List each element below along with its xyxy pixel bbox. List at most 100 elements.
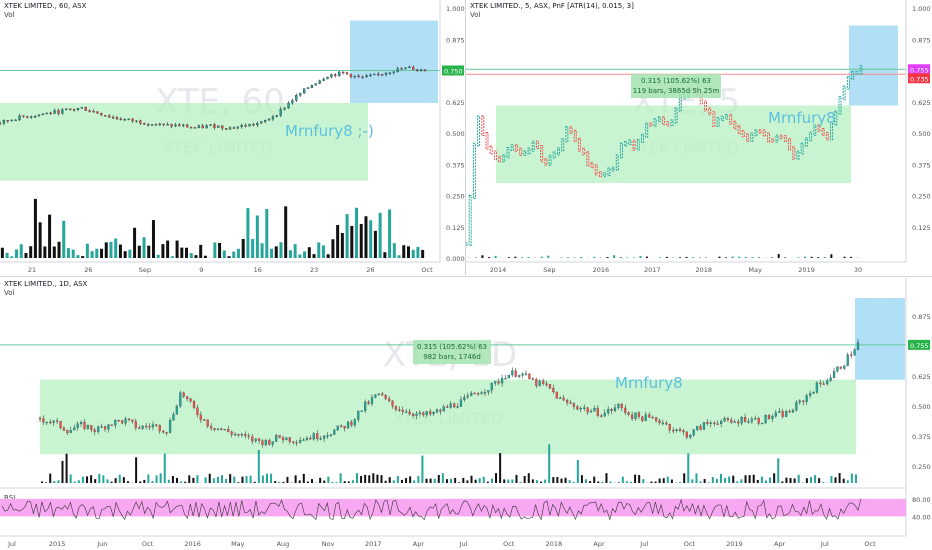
candle-body: [268, 440, 271, 445]
candle-body: [165, 432, 168, 434]
candle-body: [401, 409, 404, 412]
pnf-column: [506, 146, 510, 159]
volume-bar: [73, 481, 76, 483]
candle-body: [279, 109, 282, 116]
time-tick-label: Jul: [7, 540, 16, 548]
candle-body: [829, 377, 832, 381]
volume-bar: [685, 256, 688, 258]
candle-body: [627, 412, 630, 415]
candle-body: [360, 410, 363, 412]
volume-bar: [253, 481, 256, 483]
volume-bar: [246, 208, 250, 258]
candle-body: [172, 414, 175, 421]
candle-body: [747, 421, 750, 423]
candle-body: [699, 426, 702, 430]
candle-body: [186, 396, 189, 399]
candle-body: [141, 425, 144, 429]
candle-body: [170, 124, 173, 127]
volume-bar: [222, 250, 226, 258]
candle-body: [230, 431, 233, 435]
candle-body: [767, 415, 771, 419]
price-tick-label: 0.375: [912, 161, 931, 169]
volume-bar: [38, 222, 42, 258]
candle-body: [275, 115, 278, 117]
candle-body: [384, 73, 388, 75]
candle-body: [131, 419, 134, 422]
volume-bar: [307, 247, 311, 258]
volume-bar: [90, 475, 93, 483]
candle-body: [737, 421, 740, 424]
pnf-column: [590, 162, 594, 169]
volume-bar: [306, 481, 309, 483]
volume-bar: [241, 476, 244, 483]
volume-bar: [61, 460, 64, 483]
volume-bar: [416, 246, 420, 258]
candle-body: [302, 439, 305, 441]
volume-bar: [98, 473, 101, 483]
volume-bar: [854, 474, 857, 483]
volume-bar: [752, 474, 755, 483]
volume-bar: [327, 476, 330, 483]
volume-bar: [388, 209, 392, 258]
candle-body: [648, 414, 651, 418]
pnf-column: [737, 125, 741, 135]
pnf-column: [716, 116, 720, 128]
candle-body: [96, 111, 99, 114]
volume-bar: [445, 479, 448, 483]
candle-body: [408, 66, 411, 69]
candle-body: [377, 73, 380, 76]
range-box: [0, 103, 368, 181]
time-tick-label: 21: [28, 266, 36, 274]
pnf-column: [519, 147, 523, 156]
volume-bar: [642, 479, 645, 483]
volume-bar: [441, 473, 444, 483]
volume-bar: [572, 481, 575, 483]
pnf-column: [800, 142, 804, 155]
price-tick-label: 0.875: [446, 36, 465, 44]
price-tick-label: 0.500: [446, 130, 465, 138]
panel-divider[interactable]: [0, 276, 932, 277]
volume-bar: [303, 251, 307, 258]
candle-body: [285, 437, 288, 441]
candle-body: [312, 433, 315, 440]
chart-header: XTEK LIMITED., 5, ASX, PnF [ATR(14), 0.0…: [470, 2, 634, 10]
volume-bar: [114, 478, 117, 483]
volume-bar: [323, 480, 326, 483]
chart-panel-hourly[interactable]: XTE, 60XTEK LIMITED.Mrnfury8 ;-)1.0000.8…: [0, 0, 466, 275]
candle-body: [617, 403, 620, 408]
candle-body: [408, 411, 411, 415]
volume-bar: [114, 238, 118, 258]
time-tick-label: 9: [199, 266, 203, 274]
volume-bar: [171, 476, 174, 483]
candle-body: [610, 409, 613, 411]
volume-bar: [208, 473, 211, 483]
hourly-chart-canvas[interactable]: XTE, 60XTEK LIMITED.Mrnfury8 ;-)1.0000.8…: [0, 0, 466, 275]
candle-body: [182, 124, 185, 127]
volume-bar: [823, 257, 826, 258]
volume-bar: [85, 243, 89, 258]
volume-bar: [139, 481, 142, 483]
candle-body: [92, 111, 95, 113]
candle-body: [61, 109, 64, 114]
volume-bar: [846, 480, 849, 483]
candle-body: [412, 66, 415, 70]
candle-body: [45, 112, 48, 115]
volume-bar: [724, 477, 727, 483]
rsi-tick-label: 40.00: [912, 513, 931, 521]
volume-bar: [66, 248, 70, 258]
candle-body: [88, 110, 91, 112]
volume-bar: [5, 252, 9, 258]
candle-body: [138, 427, 141, 429]
candle-body: [651, 416, 654, 419]
panel-divider[interactable]: [465, 0, 466, 275]
candle-body: [206, 419, 209, 427]
candle-body: [41, 113, 45, 116]
candle-body: [380, 74, 384, 76]
measure-box: [413, 340, 491, 364]
pnf-column: [481, 115, 485, 136]
volume-bar: [15, 249, 19, 258]
